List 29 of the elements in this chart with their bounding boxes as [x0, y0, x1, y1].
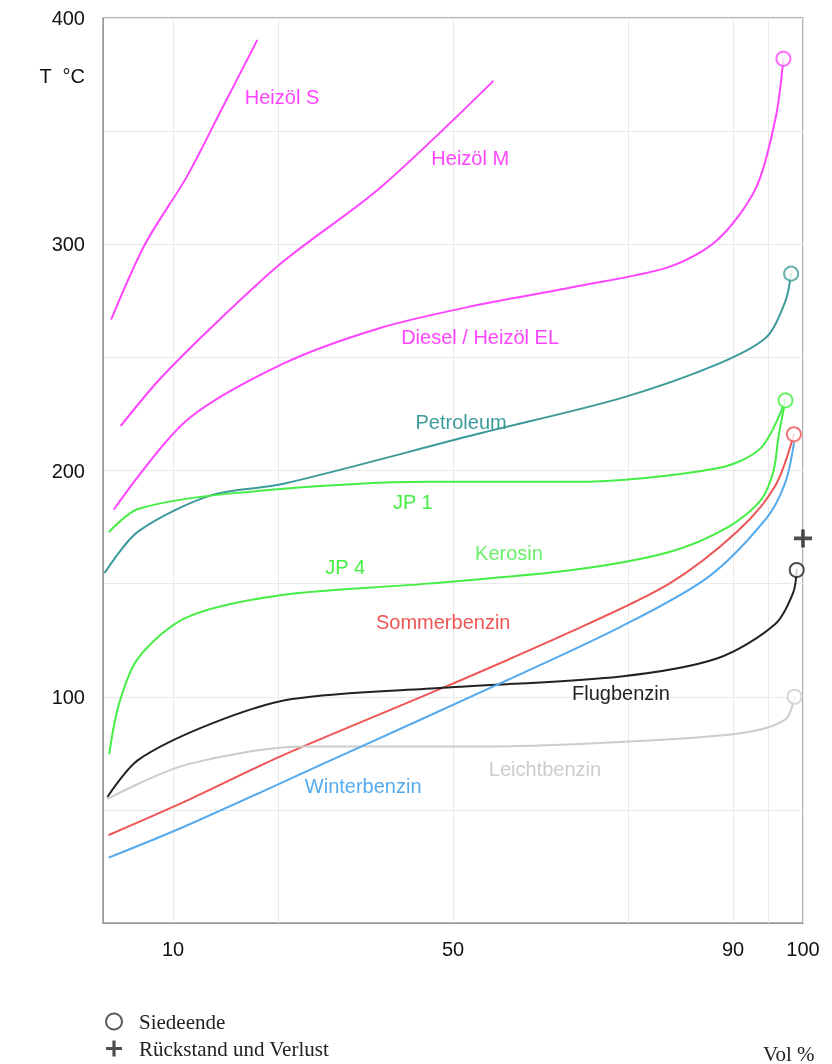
- x-tick-label: 10: [161, 938, 185, 960]
- point: [786, 688, 803, 705]
- series-label: Heizöl M: [431, 146, 510, 169]
- series-label: Winterbenzin: [304, 775, 422, 798]
- point: [788, 562, 805, 579]
- y-tick-label: 100: [51, 685, 85, 708]
- y-axis-title: T °C: [39, 65, 85, 87]
- series-label: Diesel / Heizöl EL: [401, 326, 560, 349]
- series-label: Flugbenzin: [572, 682, 670, 705]
- x-tick-label: 90: [721, 938, 745, 960]
- point: [775, 50, 792, 67]
- legend-label: Siedeende: [139, 1009, 226, 1034]
- x-axis-title: Vol %: [763, 1041, 815, 1064]
- x-tick-label: 100: [786, 938, 820, 960]
- legend-label: Rückstand und Verlust: [139, 1036, 329, 1061]
- point: [785, 426, 802, 443]
- point: [777, 392, 794, 409]
- annotation: Kerosin: [475, 541, 543, 564]
- x-tick-label: 50: [441, 938, 465, 960]
- point: [794, 529, 812, 548]
- series-label: Heizöl S: [244, 85, 320, 108]
- series-label: Sommerbenzin: [375, 610, 511, 633]
- y-tick-label: 200: [51, 459, 85, 482]
- point: [783, 265, 800, 282]
- series-label: Petroleum: [415, 411, 507, 434]
- y-tick-label: 400: [51, 7, 85, 29]
- series-label: JP 4: [325, 555, 366, 578]
- series-label: JP 1: [392, 490, 433, 513]
- y-tick-label: 300: [51, 233, 85, 256]
